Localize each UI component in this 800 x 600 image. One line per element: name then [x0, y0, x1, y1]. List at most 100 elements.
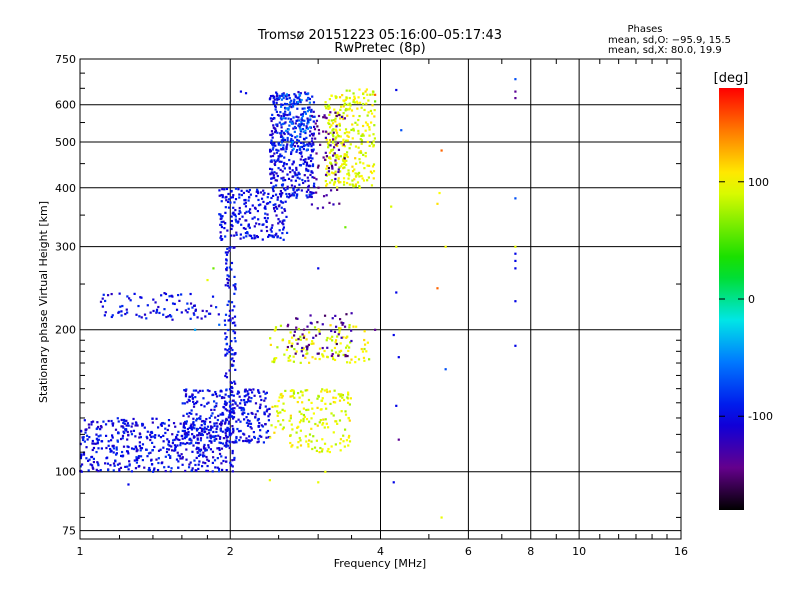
data-point: [362, 153, 365, 157]
data-point: [337, 168, 340, 171]
data-point: [294, 172, 297, 175]
data-point: [285, 192, 288, 196]
data-point: [293, 347, 296, 351]
data-point: [162, 440, 165, 443]
data-point: [139, 436, 143, 439]
data-point: [238, 209, 241, 212]
data-point: [150, 458, 153, 461]
data-point: [230, 358, 233, 361]
data-point: [228, 314, 231, 318]
data-point: [122, 430, 125, 433]
data-point: [270, 159, 273, 162]
data-point: [123, 419, 126, 423]
data-point: [237, 212, 240, 215]
data-point: [325, 339, 328, 342]
data-point: [193, 304, 196, 308]
data-point: [293, 102, 296, 105]
data-point: [169, 456, 172, 459]
data-point: [292, 127, 295, 130]
data-point: [278, 229, 281, 232]
data-point: [312, 336, 315, 339]
data-point: [201, 389, 204, 392]
data-point: [346, 361, 349, 364]
data-point: [247, 439, 250, 442]
data-point: [202, 428, 205, 431]
data-point: [330, 119, 333, 122]
data-point: [310, 114, 313, 118]
data-point: [265, 431, 268, 434]
data-point: [356, 107, 359, 110]
data-point: [91, 448, 94, 452]
data-point: [231, 407, 234, 410]
data-point: [337, 170, 340, 174]
data-point: [90, 423, 93, 426]
data-point: [327, 170, 330, 173]
data-point: [291, 428, 294, 431]
data-point: [300, 113, 303, 116]
data-point: [232, 206, 235, 209]
data-point: [337, 354, 340, 357]
data-point: [340, 142, 343, 145]
data-point: [303, 415, 306, 418]
data-point: [299, 148, 302, 151]
data-point: [271, 186, 274, 189]
data-point: [204, 315, 207, 318]
data-point: [298, 123, 301, 126]
data-point: [197, 434, 200, 437]
data-point: [289, 389, 292, 393]
data-point: [338, 419, 342, 422]
data-point: [331, 154, 335, 157]
data-point: [184, 442, 187, 446]
data-point: [316, 125, 319, 128]
data-point: [279, 132, 283, 135]
data-point: [133, 292, 136, 295]
data-point: [185, 432, 188, 436]
data-point: [342, 183, 346, 186]
data-point: [205, 310, 208, 313]
data-point: [338, 113, 341, 117]
data-point: [357, 96, 360, 99]
data-point: [275, 92, 279, 96]
data-point: [224, 456, 227, 459]
data-point: [346, 155, 349, 159]
data-point: [305, 349, 308, 352]
data-point: [306, 122, 309, 125]
data-point: [155, 310, 158, 313]
data-point: [165, 315, 168, 319]
data-point: [324, 180, 327, 183]
data-point: [311, 192, 314, 195]
data-point: [124, 465, 127, 469]
data-point: [314, 137, 317, 140]
data-point: [310, 170, 313, 173]
data-point: [225, 268, 228, 271]
data-point: [275, 232, 278, 235]
data-point: [229, 464, 233, 467]
data-point: [271, 143, 274, 146]
data-point: [247, 392, 250, 395]
data-point: [286, 97, 289, 100]
data-point: [307, 398, 311, 402]
data-point: [145, 317, 148, 320]
data-point: [218, 394, 221, 397]
data-point: [240, 189, 243, 192]
data-point: [225, 372, 228, 375]
data-point: [186, 311, 189, 314]
data-point: [342, 159, 345, 163]
data-point: [339, 449, 342, 452]
data-point: [218, 189, 221, 192]
data-point: [340, 165, 343, 168]
data-point: [143, 426, 146, 429]
data-point: [373, 137, 376, 140]
data-point: [177, 293, 180, 297]
data-point: [339, 105, 343, 108]
data-point: [274, 104, 277, 107]
data-point: [345, 336, 348, 339]
data-point: [283, 409, 286, 413]
data-point: [124, 312, 127, 316]
data-point: [211, 450, 215, 453]
data-point: [218, 323, 221, 326]
data-point: [270, 133, 273, 137]
data-point: [301, 401, 304, 404]
data-point: [227, 328, 230, 332]
data-point: [96, 461, 99, 464]
